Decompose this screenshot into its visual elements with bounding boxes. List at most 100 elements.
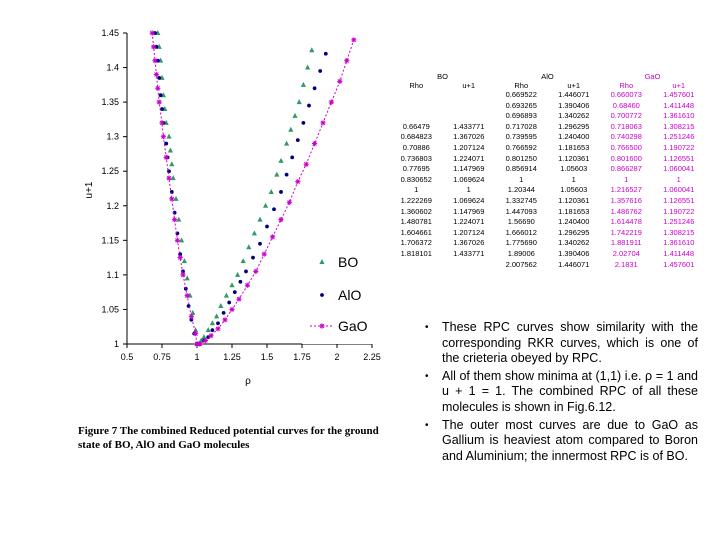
data-point [307,103,311,108]
table-row: 1.818101 1.433771 1.89006 1.390406 2.02704 1.… [390,249,705,260]
table-cell: 1.367026 [453,238,485,248]
data-point [193,331,199,337]
table-row: 1.360602 1.147969 1.447093 1.181653 1.486762… [390,207,705,218]
table-cell: 0.866287 [610,164,642,174]
table-cell: 1.190722 [663,206,695,216]
table-cell: 1.361610 [663,238,695,248]
observation-list: • These RPC curves show similarity with t… [420,320,698,466]
table-cell: 0.68460 [612,100,640,110]
table-cell: 0.736803 [400,153,432,163]
data-point [154,44,159,49]
table-cell: 0.684823 [400,132,432,142]
data-point [284,172,289,177]
data-point [179,237,185,243]
data-point [157,76,162,80]
table-cell: 1 [466,185,471,195]
table-cell: 0.766500 [610,142,642,152]
x-tick-label: 1.25 [223,352,241,362]
data-point [279,190,283,194]
table-row: 1 1 1.20344 1.05603 1.216527 1.060041 [390,185,705,196]
x-tick-label: 0.5 [121,352,134,362]
data-point [263,202,269,208]
data-point [300,81,306,87]
table-cell: 1.126551 [663,195,695,205]
table-cell [443,111,496,122]
data-point [160,134,166,140]
data-point [296,99,302,105]
table-row: BO AlO GaO [390,72,705,81]
table-cell: 0.660073 [610,90,642,99]
legend-marker [319,259,325,264]
bullet-marker: • [425,370,429,382]
table-cell: 1.181653 [558,206,590,216]
table-cell: 1.060041 [663,185,695,195]
data-point [169,196,175,202]
table-cell: 0.70886 [402,142,430,152]
table-cell: 1.446071 [558,259,590,269]
legend-marker [320,293,324,297]
table-row: 1.604661 1.207124 1.666012 1.296295 1.742219… [390,228,705,239]
y-tick-label: 1.4 [106,63,119,73]
table-cell: 1.486762 [610,206,642,216]
table-cell: 1.222269 [400,195,432,205]
data-point [151,44,157,50]
table-cell: 1.775690 [505,238,537,248]
table-cell: 1.05603 [560,164,588,174]
column-header: u+1 [672,81,686,90]
data-point [169,161,175,167]
table-cell: 0.693265 [505,100,537,110]
data-point [153,71,159,78]
table-row: 1.480781 1.224071 1.56690 1.240400 1.614478 1… [390,217,705,228]
table-cell: 1.308215 [663,121,695,131]
data-point [312,86,317,91]
data-point [295,138,300,143]
data-point [261,251,267,257]
table-cell: 1.147969 [453,164,485,174]
data-point [288,126,294,132]
data-point [221,311,226,315]
data-point [174,237,180,243]
x-tick-label: 1.75 [293,352,311,362]
data-point [177,255,183,261]
table-cell: 0.77695 [402,164,430,174]
table-cell [390,260,443,271]
data-point [328,99,334,105]
data-point [240,258,246,264]
data-point [323,51,328,56]
y-axis-label: u+1 [84,181,95,198]
data-point [292,112,298,118]
data-point [274,171,280,177]
table-cell: 1.457601 [663,90,695,99]
data-point [246,244,252,250]
data-point [278,157,284,163]
table-cell: 1.340262 [558,238,590,248]
x-tick-label: 2.25 [363,352,381,362]
legend-label-gao: GaO [338,318,368,334]
data-point [337,78,343,84]
data-point [172,217,178,223]
table-cell: 0.801600 [610,153,642,163]
data-point [216,321,220,326]
data-point [173,195,179,201]
table-cell: 0.801250 [505,153,537,163]
data-point [295,178,301,185]
table-cell: 1.357616 [610,195,642,205]
figure-caption: Figure 7 The combined Reduced potential … [78,425,379,451]
table-row: 0.736803 1.224071 0.801250 1.120361 0.801600… [390,154,705,165]
table-cell: 1.89006 [507,248,535,258]
x-tick-label: 1 [194,352,199,362]
y-tick-label: 1.25 [101,166,119,176]
table-cell: 1.05603 [560,185,588,195]
data-point [155,85,161,91]
table-row: 0.696893 1.340262 0.700772 1.361610 [390,111,705,122]
table-cell [390,90,443,101]
table-row: 1.222269 1.069624 1.332745 1.120361 1.357616… [390,196,705,207]
table-cell [390,101,443,112]
data-point [227,300,232,305]
table-cell: 1.433771 [453,121,485,131]
column-header: Rho [619,81,634,90]
table-cell: 0.856914 [505,164,537,174]
x-axis-label: ρ [245,376,251,387]
series-line [151,32,355,345]
chart-axes: 1 1.05 1.1 1.15 1.2 1.25 1.3 1.35 1.4 1.45 0.5 0.75… [101,28,380,362]
